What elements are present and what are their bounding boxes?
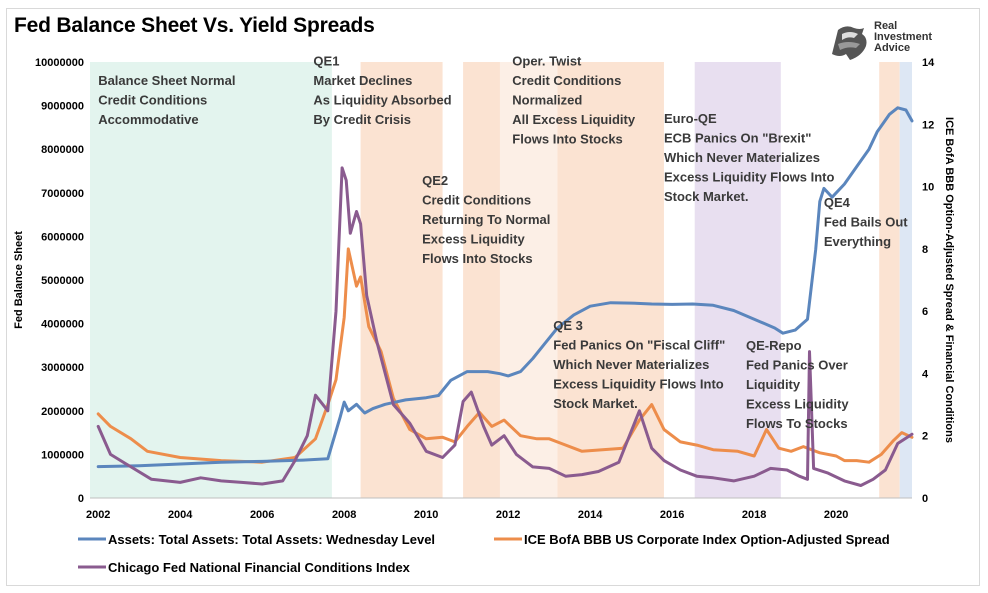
annotation-text: Euro-QE — [664, 111, 717, 126]
annotation-text: Which Never Materializes — [553, 357, 709, 372]
y-right-tick-label: 14 — [922, 57, 935, 69]
shaded-region-6 — [879, 62, 900, 498]
y-right-tick-label: 4 — [922, 368, 929, 380]
annotation-text: Oper. Twist — [512, 53, 582, 68]
annotation-text: Fed Panics Over — [746, 357, 848, 372]
x-tick-label: 2002 — [86, 509, 110, 521]
y-left-tick-label: 9000000 — [41, 101, 84, 113]
logo-text: Real Investment Advice — [874, 21, 932, 54]
y-left-tick-label: 0 — [78, 493, 84, 505]
logo-line-2: Investment — [874, 31, 933, 43]
annotation-text: ECB Panics On "Brexit" — [664, 130, 811, 145]
logo-line-3: Advice — [874, 42, 911, 54]
annotation-text: Flows Into Stocks — [422, 251, 533, 266]
annotation-text: Credit Conditions — [422, 193, 531, 208]
legend: Assets: Total Assets: Total Assets: Wedn… — [78, 532, 890, 575]
y-left-tick-label: 10000000 — [35, 57, 84, 69]
annotation-text: Flows To Stocks — [746, 416, 848, 431]
annotation-text: Fed Bails Out — [824, 214, 908, 229]
shaded-region-0 — [90, 62, 332, 498]
x-tick-label: 2004 — [168, 509, 193, 521]
y-left-tick-label: 1000000 — [41, 449, 84, 461]
y-right-tick-label: 8 — [922, 244, 928, 256]
annotation-text: Flows Into Stocks — [512, 131, 623, 146]
series-line-0 — [96, 106, 914, 469]
shaded-region-3 — [499, 62, 558, 498]
y-right-tick-label: 0 — [922, 493, 928, 505]
annotation-text: QE4 — [824, 195, 851, 210]
y-right-tick-label: 12 — [922, 119, 934, 131]
annotation-text: Excess Liquidity Flows Into — [664, 169, 835, 184]
y-left-tick-label: 2000000 — [41, 406, 84, 418]
logo-line-1: Real — [874, 20, 898, 32]
annotation-text: QE1 — [313, 53, 339, 68]
x-tick-label: 2014 — [578, 509, 603, 521]
y-left-tick-label: 5000000 — [41, 275, 84, 287]
series-lines — [96, 106, 914, 487]
y-left-tick-label: 3000000 — [41, 362, 84, 374]
x-tick-label: 2010 — [414, 509, 438, 521]
annotation-text: Which Never Materializes — [664, 150, 820, 165]
annotation-text: Excess Liquidity — [422, 232, 525, 247]
series-line-2 — [96, 166, 914, 487]
legend-label-2: Chicago Fed National Financial Condition… — [108, 560, 411, 575]
annotations: Balance Sheet Normal Credit Conditions Acc… — [98, 53, 908, 431]
annotation-text: Accommodative — [98, 112, 198, 127]
annotation-text: Everything — [824, 234, 891, 249]
x-tick-label: 2006 — [250, 509, 274, 521]
annotation-text: Excess Liquidity — [746, 396, 849, 411]
y-right-tick-label: 10 — [922, 182, 934, 194]
y-right-axis-title: ICE BofA BBB Option-Adjusted Spread & Fi… — [943, 117, 955, 443]
annotation-text: As Liquidity Absorbed — [313, 92, 451, 107]
chart-frame — [6, 8, 980, 586]
annotation-text: Stock Market. — [553, 396, 638, 411]
x-tick-label: 2016 — [660, 509, 684, 521]
annotation-text: Stock Market. — [664, 189, 749, 204]
annotation-text: Balance Sheet Normal — [98, 73, 235, 88]
shaded-regions — [90, 62, 912, 498]
y-left-tick-label: 4000000 — [41, 319, 84, 331]
y-right-tick-label: 6 — [922, 306, 928, 318]
eagle-icon — [832, 26, 867, 60]
annotation-text: Credit Conditions — [512, 73, 621, 88]
page-title: Fed Balance Sheet Vs. Yield Spreads — [14, 14, 375, 37]
shaded-region-4 — [557, 62, 664, 498]
shaded-region-5 — [694, 62, 781, 498]
y-right-tick-label: 2 — [922, 431, 928, 443]
y-left-axis-title: Fed Balance Sheet — [13, 231, 25, 329]
annotation-text: Credit Conditions — [98, 92, 207, 107]
annotation-text: QE 3 — [553, 318, 583, 333]
annotation-text: By Credit Crisis — [313, 112, 411, 127]
annotation-text: QE-Repo — [746, 338, 802, 353]
x-tick-label: 2020 — [824, 509, 848, 521]
shaded-region-7 — [899, 62, 912, 498]
legend-label-1: ICE BofA BBB US Corporate Index Option-A… — [524, 532, 890, 547]
x-tick-label: 2012 — [496, 509, 520, 521]
annotation-text: All Excess Liquidity — [512, 112, 636, 127]
annotation-text: Market Declines — [313, 73, 412, 88]
legend-label-0: Assets: Total Assets: Total Assets: Wedn… — [108, 532, 435, 547]
y-left-tick-label: 6000000 — [41, 231, 84, 243]
shaded-region-1 — [360, 62, 443, 498]
annotation-text: Normalized — [512, 92, 582, 107]
y-left-tick-label: 7000000 — [41, 188, 84, 200]
shaded-region-2 — [463, 62, 500, 498]
x-tick-label: 2018 — [742, 509, 766, 521]
annotation-text: Fed Panics On "Fiscal Cliff" — [553, 337, 725, 352]
annotation-text: QE2 — [422, 173, 448, 188]
x-tick-label: 2008 — [332, 509, 356, 521]
annotation-text: Returning To Normal — [422, 212, 550, 227]
y-left-tick-label: 8000000 — [41, 144, 84, 156]
annotation-text: Liquidity — [746, 377, 801, 392]
annotation-text: Excess Liquidity Flows Into — [553, 376, 724, 391]
axes: 2002 2004 2006 2008 2010 2012 2014 2016 2018 2020… — [13, 57, 955, 521]
